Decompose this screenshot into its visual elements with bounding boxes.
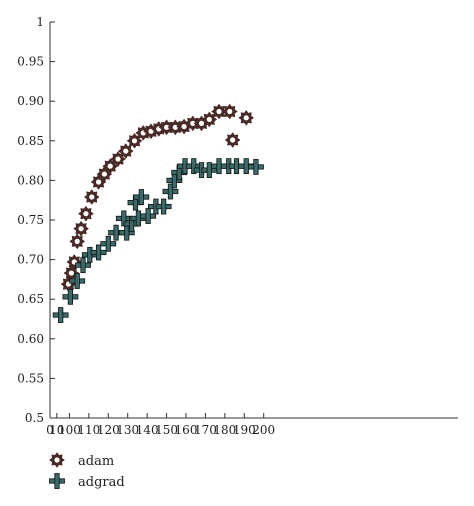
legend-item-adam: adam <box>49 452 114 469</box>
data-point-adgrad <box>90 244 107 261</box>
x-tick-label: 160 <box>175 423 198 437</box>
data-point-adam <box>211 103 227 120</box>
data-point-adgrad <box>62 288 79 305</box>
legend-marker-adgrad <box>49 473 65 489</box>
data-point-adam <box>73 221 89 237</box>
legend: adam adgrad <box>49 452 125 490</box>
x-tick-label: 170 <box>194 423 217 437</box>
data-point-adam <box>78 206 94 222</box>
data-point-adam <box>84 189 100 205</box>
y-tick-label: 0.95 <box>17 55 44 69</box>
x-tick-label: 140 <box>136 423 159 437</box>
data-point-adgrad <box>133 189 150 205</box>
legend-label-adam: adam <box>78 454 114 469</box>
data-point-adam <box>222 103 238 120</box>
data-point-adgrad <box>140 208 157 224</box>
series-adgrad <box>52 158 264 323</box>
data-point-adgrad <box>52 307 69 323</box>
y-tick-label: 0.60 <box>17 332 44 346</box>
x-tick-label: 10 <box>49 423 64 437</box>
y-tick-label: 1 <box>36 15 44 29</box>
legend-marker-adam-icon <box>49 452 65 468</box>
data-point-adgrad <box>108 224 124 241</box>
x-tick-label: 0 <box>46 423 54 437</box>
axes <box>49 22 458 419</box>
y-tick-label: 0.90 <box>17 94 44 108</box>
x-tick-label: 130 <box>116 423 139 437</box>
legend-marker-adam <box>49 452 65 468</box>
data-point-adgrad <box>248 159 264 175</box>
data-point-adam <box>201 111 217 128</box>
data-point-adam <box>69 233 85 249</box>
y-tick-label: 0.70 <box>17 253 44 267</box>
y-axis-ticks: 0.5 0.55 0.60 0.65 0.70 0.75 0.80 0.85 0.90 0.95 1 <box>17 15 55 425</box>
data-point-adgrad <box>69 273 86 289</box>
data-point-adgrad <box>75 257 91 274</box>
x-tick-label: 110 <box>77 423 100 437</box>
x-tick-label: 180 <box>213 423 236 437</box>
data-point-adgrad <box>162 183 179 200</box>
data-point-adam <box>225 132 241 148</box>
x-tick-label: 150 <box>155 423 178 437</box>
y-tick-label: 0.55 <box>17 371 44 385</box>
x-tick-label: 120 <box>97 423 120 437</box>
x-tick-label: 200 <box>252 423 275 437</box>
data-point-adgrad <box>100 235 117 252</box>
y-tick-label: 0.65 <box>17 292 44 306</box>
x-tick-label: 190 <box>233 423 256 437</box>
y-tick-label: 0.80 <box>17 173 44 187</box>
legend-marker-adgrad-icon <box>49 473 65 489</box>
y-tick-label: 0.85 <box>17 134 44 148</box>
data-point-adam <box>118 143 134 159</box>
y-tick-label: 0.75 <box>17 213 44 227</box>
x-tick-label: 100 <box>58 423 81 437</box>
legend-label-adgrad: adgrad <box>78 475 125 490</box>
plot-area <box>52 103 264 323</box>
data-point-adam <box>238 110 254 126</box>
legend-item-adgrad: adgrad <box>49 473 125 490</box>
y-tick-label: 0.5 <box>25 411 44 425</box>
data-point-adgrad <box>155 198 172 215</box>
